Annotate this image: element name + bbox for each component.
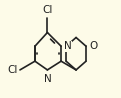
Text: Cl: Cl: [42, 5, 53, 15]
Text: Cl: Cl: [7, 65, 17, 75]
Text: O: O: [89, 41, 97, 51]
Text: N: N: [44, 74, 51, 84]
Text: N: N: [64, 41, 71, 51]
